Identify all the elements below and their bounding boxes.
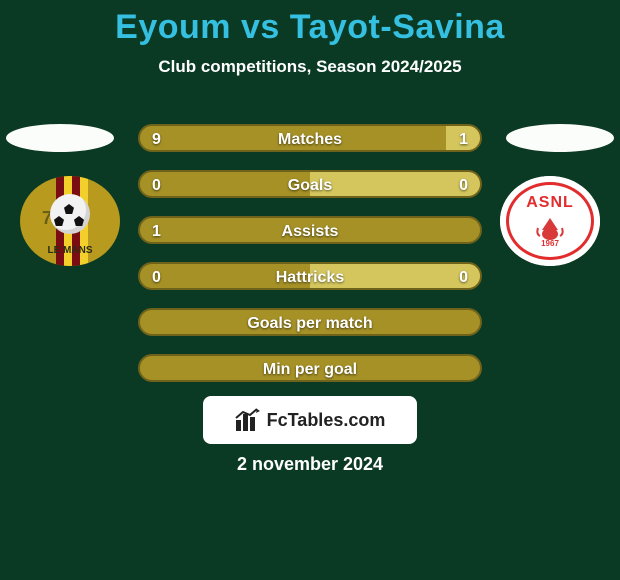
stat-bar: Goals per match (138, 308, 482, 336)
stat-bar: Min per goal (138, 354, 482, 382)
bar-label: Matches (140, 126, 480, 152)
crest-text: ASNL (500, 194, 600, 212)
bar-value-left: 0 (152, 264, 161, 290)
bar-value-right: 0 (459, 264, 468, 290)
infographic-date: 2 november 2024 (0, 454, 620, 475)
soccer-ball-icon (50, 194, 90, 234)
brand-chip[interactable]: FcTables.com (203, 396, 417, 444)
club-badge-left: 72 LE MANS (20, 176, 120, 266)
stat-bar: Goals0 0 (138, 170, 482, 198)
bar-value-left: 1 (152, 218, 161, 244)
player-dot-left (6, 124, 114, 152)
bar-value-left: 9 (152, 126, 161, 152)
bar-label: Assists (140, 218, 480, 244)
stat-bar: Matches9 1 (138, 124, 482, 152)
comparison-card: Eyoum vs Tayot-Savina Club competitions,… (0, 0, 620, 580)
stat-bar: Assists1 (138, 216, 482, 244)
crest-year: 1967 (500, 239, 600, 248)
page-subtitle: Club competitions, Season 2024/2025 (0, 57, 620, 77)
page-title: Eyoum vs Tayot-Savina (0, 0, 620, 47)
stat-bar: Hattricks0 0 (138, 262, 482, 290)
bar-value-right: 1 (459, 126, 468, 152)
crest-text: LE MANS (20, 245, 120, 256)
chart-icon (235, 408, 261, 432)
bar-value-left: 0 (152, 172, 161, 198)
bar-label: Hattricks (140, 264, 480, 290)
bar-value-right: 0 (459, 172, 468, 198)
stat-bars: Matches91Goals00Assists1Hattricks00Goals… (138, 124, 482, 400)
bar-label: Min per goal (140, 356, 480, 382)
club-badge-right: ASNL 1967 (500, 176, 600, 266)
brand-text: FcTables.com (267, 410, 386, 431)
player-dot-right (506, 124, 614, 152)
bar-label: Goals (140, 172, 480, 198)
thistle-icon (536, 216, 564, 240)
bar-label: Goals per match (140, 310, 480, 336)
